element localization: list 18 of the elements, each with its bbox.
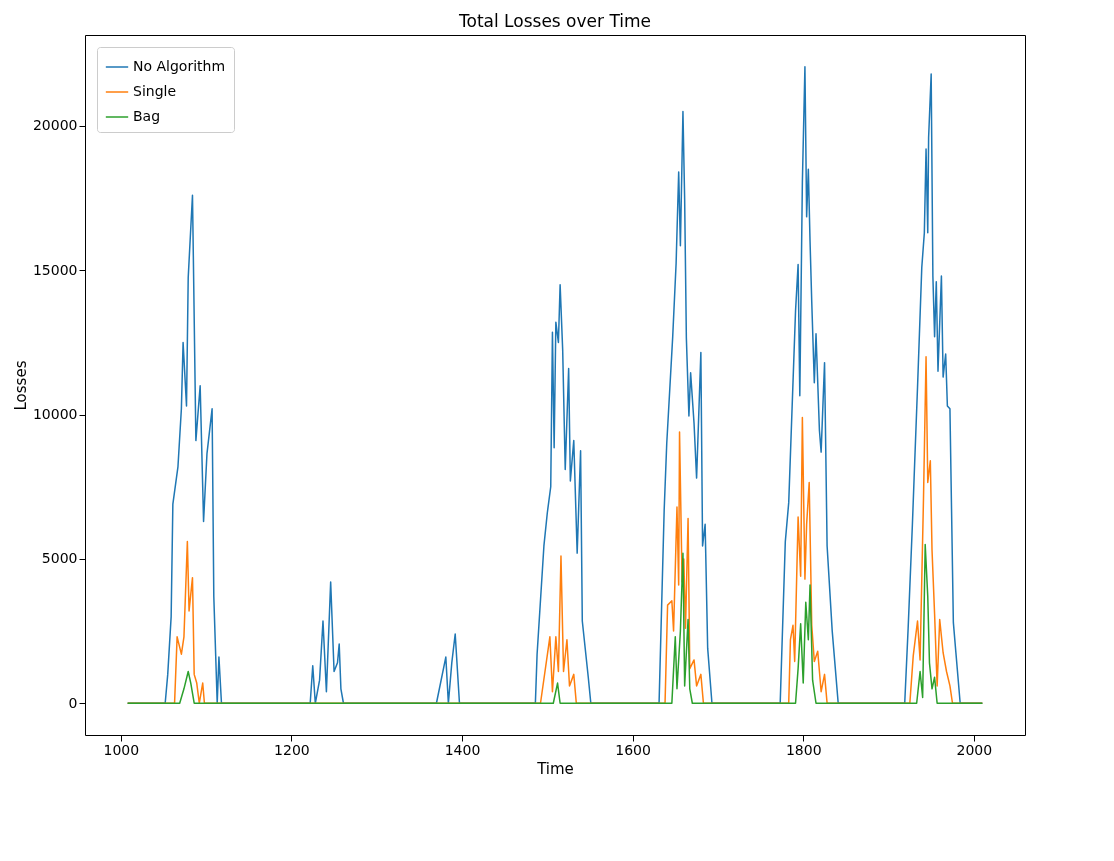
legend-label: Single — [133, 83, 177, 99]
y-tick-label: 15000 — [32, 261, 78, 278]
x-tick-label: 1800 — [785, 741, 822, 758]
line-series — [126, 543, 984, 704]
y-tick-label: 20000 — [32, 117, 78, 134]
legend-label: No Algorithm — [133, 58, 226, 74]
legend-label: Bag — [133, 108, 161, 124]
x-tick-label: 2000 — [956, 741, 993, 758]
y-axis-title: Losses — [11, 360, 30, 411]
x-tick-label: 1600 — [615, 741, 651, 758]
x-axis-title: Time — [536, 759, 574, 778]
chart-title: Total Losses over Time — [457, 11, 652, 31]
y-tick-label: 0 — [68, 694, 78, 711]
y-tick-label: 5000 — [41, 550, 78, 567]
y-tick-label: 10000 — [32, 406, 78, 423]
x-tick-label: 1400 — [444, 741, 481, 758]
x-tick-label: 1200 — [274, 741, 310, 758]
x-tick-label: 1000 — [103, 741, 140, 758]
